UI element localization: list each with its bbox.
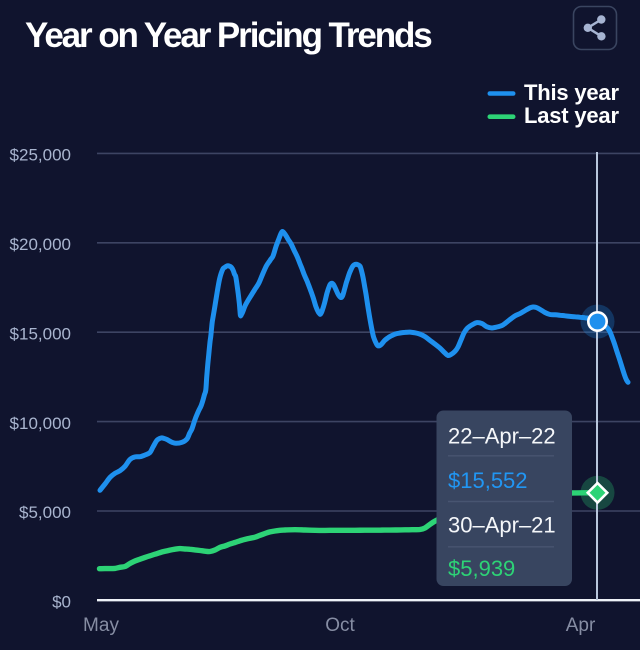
svg-text:Last year: Last year	[524, 103, 619, 128]
svg-text:This year: This year	[524, 80, 619, 105]
svg-text:Oct: Oct	[325, 615, 355, 636]
svg-text:$15,552: $15,552	[448, 468, 528, 493]
svg-text:$25,000: $25,000	[10, 146, 71, 165]
svg-text:$0: $0	[52, 592, 71, 611]
svg-text:30–Apr–21: 30–Apr–21	[448, 512, 556, 537]
svg-text:22–Apr–22: 22–Apr–22	[448, 423, 556, 448]
svg-text:May: May	[83, 615, 119, 636]
svg-text:$20,000: $20,000	[10, 235, 71, 254]
svg-text:$10,000: $10,000	[10, 414, 71, 433]
svg-text:$5,939: $5,939	[448, 556, 515, 581]
svg-text:Apr: Apr	[566, 615, 596, 636]
svg-text:$15,000: $15,000	[10, 324, 71, 343]
svg-text:$5,000: $5,000	[19, 503, 71, 522]
svg-text:Year on Year Pricing Trends: Year on Year Pricing Trends	[25, 16, 432, 55]
